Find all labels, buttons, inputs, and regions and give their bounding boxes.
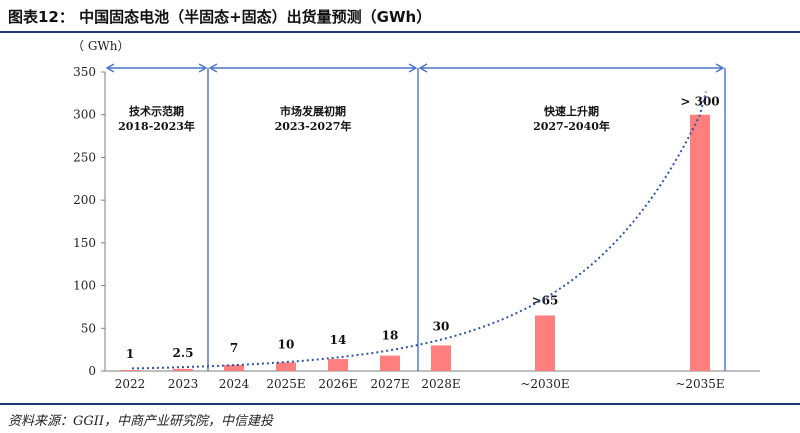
top-rule <box>0 31 800 33</box>
source-note: 资料来源：GGII，中商产业研究院，中信建投 <box>8 414 274 429</box>
bar <box>380 355 400 371</box>
header: 图表12： 中国固态电池（半固态+固态）出货量预测（GWh） <box>0 0 800 34</box>
data-label: > 300 <box>680 95 719 109</box>
phase-arrowhead-left <box>208 63 218 73</box>
phase-period: 2018-2023年 <box>118 119 195 133</box>
phase-period: 2027-2040年 <box>533 119 610 133</box>
y-tick-label: 0 <box>88 364 96 378</box>
x-tick-label: 2023 <box>168 377 199 391</box>
x-tick-label: ~2030E <box>520 377 569 391</box>
x-tick-label: 2026E <box>318 377 357 391</box>
phase-period: 2023-2027年 <box>275 119 352 133</box>
bottom-rule <box>0 403 800 405</box>
y-tick-label: 300 <box>73 108 96 122</box>
bar <box>328 359 348 371</box>
y-tick-label: 350 <box>73 65 96 79</box>
data-label: 2.5 <box>173 346 194 360</box>
data-label: 1 <box>126 347 134 361</box>
y-tick-label: 150 <box>73 236 96 250</box>
y-tick-label: 250 <box>73 150 96 164</box>
bar <box>276 362 296 371</box>
phase-arrowhead-right <box>715 63 725 73</box>
bar <box>535 315 555 371</box>
y-tick-label: 100 <box>73 279 96 293</box>
bar <box>690 114 710 371</box>
data-label: 7 <box>230 341 238 355</box>
x-tick-label: ~2035E <box>675 377 724 391</box>
x-tick-label: 2025E <box>266 377 305 391</box>
phase-arrowhead-left <box>418 63 428 73</box>
phase-arrowhead-left <box>105 63 115 73</box>
phase-name: 市场发展初期 <box>280 104 346 118</box>
trend-line <box>132 91 707 370</box>
data-label: 10 <box>278 337 295 351</box>
data-label: 30 <box>433 319 450 333</box>
chart-svg: 0 50 100 150 200 250 300 350 （ GWh） 技术示范期2018-202… <box>72 39 760 391</box>
bar <box>173 368 193 371</box>
y-tick-label: 200 <box>73 193 96 207</box>
bar <box>224 365 244 371</box>
phase-name: 快速上升期 <box>543 104 599 118</box>
x-tick-label: 2028E <box>421 377 460 391</box>
x-tick-label: 2027E <box>370 377 409 391</box>
data-label: 14 <box>330 333 347 347</box>
phase-arrowhead-right <box>408 63 418 73</box>
data-label: 18 <box>382 329 399 343</box>
x-tick-label: 2022 <box>115 377 146 391</box>
y-tick-label: 50 <box>81 321 96 335</box>
figure-title: 图表12： 中国固态电池（半固态+固态）出货量预测（GWh） <box>8 8 432 26</box>
bar <box>120 370 140 371</box>
bar <box>431 345 451 371</box>
y-axis-unit-label: （ GWh） <box>72 39 129 53</box>
x-tick-label: 2024 <box>219 377 250 391</box>
phase-arrowhead-right <box>198 63 208 73</box>
data-label: >65 <box>532 293 559 307</box>
phase-name: 技术示范期 <box>129 104 184 118</box>
